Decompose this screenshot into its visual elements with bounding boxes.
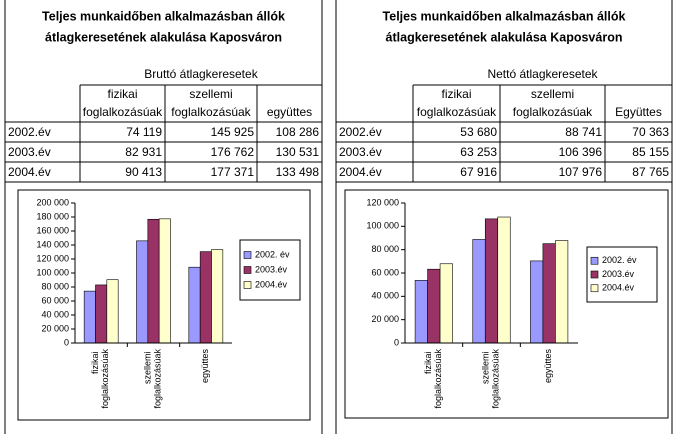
cell: 63 253 — [460, 145, 497, 159]
y-tick-label: 20 000 — [371, 314, 399, 324]
bar — [147, 218, 160, 344]
bar — [472, 239, 486, 344]
y-tick-label: 40 000 — [371, 291, 399, 301]
legend-swatch — [590, 270, 599, 279]
y-tick-label: 80 000 — [41, 281, 69, 291]
column-header: szellemi — [531, 87, 574, 101]
cell: 87 765 — [632, 165, 669, 179]
row-label: 2004.év — [8, 165, 51, 179]
column-header: foglalkozásúak — [171, 105, 251, 119]
bar — [188, 266, 201, 344]
x-tick-label: szellemi foglalkozásúak — [481, 349, 501, 409]
bar — [530, 260, 544, 344]
y-tick-label: 0 — [394, 337, 399, 347]
legend-swatch — [590, 284, 599, 293]
legend-label: 2002. év — [255, 249, 290, 259]
column-header: Együttes — [615, 105, 662, 119]
title: átlagkeresetének alakulása Kaposváron — [386, 30, 623, 44]
legend-swatch — [243, 281, 252, 289]
row-label: 2003.év — [8, 145, 51, 159]
table-caption: Nettó átlagkeresetek — [487, 67, 598, 81]
legend-swatch — [243, 266, 252, 274]
bar — [484, 218, 499, 344]
y-tick-label: 60 000 — [371, 267, 399, 277]
row-label: 2002.év — [339, 125, 382, 139]
y-tick-label: 60 000 — [41, 295, 69, 305]
legend-label: 2003.év — [255, 264, 288, 274]
y-tick-label: 0 — [64, 337, 69, 347]
bar — [106, 279, 119, 344]
column-header: együttes — [267, 105, 312, 119]
legend-label: 2004.év — [255, 279, 288, 289]
bar — [158, 218, 171, 344]
bar — [439, 263, 453, 344]
y-tick-label: 80 000 — [371, 244, 399, 254]
legend-swatch — [243, 251, 252, 259]
legend-frame — [586, 246, 658, 303]
cell: 106 396 — [559, 145, 603, 159]
cell: 145 925 — [211, 125, 255, 139]
legend-label: 2003.év — [602, 269, 635, 279]
y-tick-label: 100 000 — [366, 221, 399, 231]
cell: 108 286 — [276, 125, 320, 139]
cell: 67 916 — [460, 165, 497, 179]
column-header: fizikai — [107, 87, 137, 101]
x-tick-label: fizikai foglalkozásúak — [91, 349, 111, 409]
y-tick-label: 120 000 — [366, 197, 399, 207]
column-header: fizikai — [441, 87, 471, 101]
bar — [95, 284, 108, 344]
column-header: szellemi — [189, 87, 232, 101]
legend-swatch — [590, 256, 599, 265]
column-header: foglalkozásúak — [513, 105, 593, 119]
column-header: foglalkozásúak — [417, 105, 497, 119]
cell: 88 741 — [565, 125, 602, 139]
bar — [136, 240, 149, 344]
y-tick-label: 40 000 — [41, 309, 69, 319]
y-tick-label: 100 000 — [36, 267, 69, 277]
bar — [497, 216, 511, 344]
cell: 70 363 — [632, 125, 669, 139]
x-tick-label: együttes — [200, 349, 210, 384]
legend-label: 2004.év — [602, 283, 635, 293]
cell: 130 531 — [276, 145, 320, 159]
bar — [83, 290, 96, 344]
y-tick-label: 160 000 — [36, 225, 69, 235]
x-tick-label: fizikai foglalkozásúak — [423, 349, 443, 409]
row-label: 2004.év — [339, 165, 382, 179]
bar — [555, 240, 569, 344]
title: Teljes munkaidőben alkalmazásban állók — [42, 9, 285, 23]
y-tick-label: 180 000 — [36, 211, 69, 221]
cell: 133 498 — [276, 165, 320, 179]
bar — [414, 280, 428, 344]
x-tick-label: szellemi foglalkozásúak — [143, 349, 163, 409]
bar — [542, 243, 556, 344]
column-header: foglalkozásúak — [83, 105, 163, 119]
bar — [211, 249, 224, 344]
bar — [427, 268, 441, 344]
y-tick-label: 20 000 — [41, 323, 69, 333]
legend-label: 2002. év — [602, 255, 637, 265]
cell: 53 680 — [460, 125, 497, 139]
cell: 74 119 — [126, 125, 162, 139]
cell: 107 976 — [559, 165, 603, 179]
table-caption: Bruttó átlagkeresetek — [144, 67, 258, 81]
row-label: 2002.év — [8, 125, 51, 139]
y-tick-label: 200 000 — [36, 197, 69, 207]
title: Teljes munkaidőben alkalmazásban állók — [383, 9, 626, 23]
cell: 176 762 — [211, 145, 255, 159]
x-tick-label: együttes — [544, 349, 554, 384]
cell: 85 155 — [632, 145, 669, 159]
row-label: 2003.év — [339, 145, 382, 159]
bar — [199, 251, 212, 344]
y-tick-label: 140 000 — [36, 239, 69, 249]
cell: 90 413 — [125, 165, 162, 179]
title: átlagkeresetének alakulása Kaposváron — [45, 30, 282, 44]
cell: 177 371 — [211, 165, 255, 179]
cell: 82 931 — [125, 145, 162, 159]
y-tick-label: 120 000 — [36, 253, 69, 263]
